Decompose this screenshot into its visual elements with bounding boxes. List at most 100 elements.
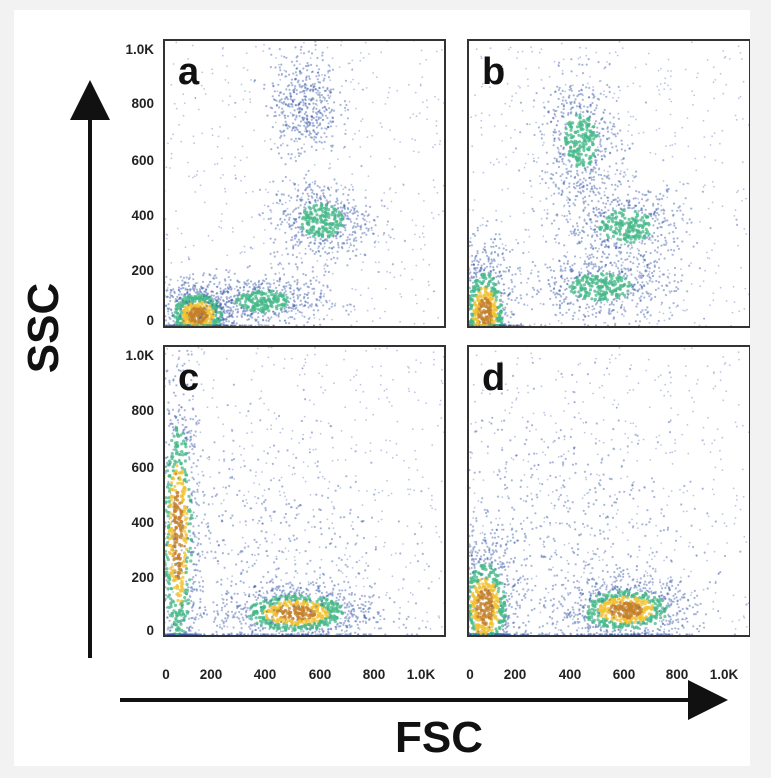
data-point [298,242,301,245]
data-point [257,321,260,324]
data-point [332,235,335,238]
data-point [674,143,676,145]
data-point [322,118,325,121]
data-point [492,314,496,318]
data-point [559,311,562,314]
data-point [641,285,643,288]
data-point [325,230,330,234]
data-point [492,282,496,286]
data-point [299,101,302,104]
data-point [500,321,504,326]
data-point [575,222,579,225]
data-point [505,163,508,166]
data-point [389,271,392,274]
data-point [643,259,647,262]
data-point [625,276,628,280]
data-point [297,212,301,215]
data-point [594,315,598,318]
data-point [293,221,295,224]
data-point [339,235,342,238]
data-point [649,293,653,296]
data-point [238,293,241,296]
data-point [341,233,345,236]
data-point [280,55,283,57]
data-point [225,202,228,205]
data-point [218,304,221,307]
data-point [519,86,521,89]
data-point [638,277,641,279]
data-point [167,142,169,145]
data-point [452,259,454,261]
data-point [212,324,215,326]
data-point [278,198,281,202]
data-point [693,322,696,324]
data-point [193,319,197,323]
data-point [534,264,537,267]
data-point [228,314,231,317]
data-point [558,289,561,292]
data-point [294,71,297,74]
data-point [233,288,236,290]
data-point [202,294,206,298]
data-point [189,289,192,292]
data-point [512,151,515,154]
data-point [318,186,321,189]
data-point [350,324,353,326]
data-point [570,268,573,271]
data-point [632,294,635,297]
data-point [503,291,506,295]
data-point [371,297,373,300]
data-point [297,231,300,234]
data-point [178,298,182,301]
data-point [308,185,311,188]
data-point [606,301,609,303]
data-point [433,186,436,189]
data-point [584,294,588,298]
data-point [480,267,483,270]
data-point [632,115,635,118]
data-point [506,82,509,85]
data-point [596,250,599,253]
data-point [206,286,209,289]
data-point [613,261,616,264]
data-point [630,285,634,288]
data-point [264,307,269,311]
data-point [231,316,234,319]
panel-frame [163,39,446,328]
data-point [206,284,209,287]
data-point [535,293,539,296]
data-point [480,281,484,285]
data-point [278,106,281,109]
data-point [461,300,463,302]
data-point [470,244,473,247]
data-point [587,257,590,260]
data-point [555,314,558,317]
data-point [601,255,604,258]
data-point [459,325,461,327]
data-point [225,301,228,304]
data-point [658,266,661,269]
data-point [234,174,237,177]
data-point [504,308,506,311]
data-point [584,274,588,278]
data-point [165,324,166,326]
data-point [586,269,589,272]
data-point [303,304,306,307]
data-point [563,103,565,106]
data-point [203,293,206,296]
data-point [627,280,631,285]
data-point [173,323,176,326]
data-point [636,258,639,261]
data-point [305,114,308,117]
data-point [359,236,363,239]
data-point [206,300,209,304]
data-point [216,285,219,288]
data-point [218,283,220,286]
data-point [650,215,653,218]
data-point [266,114,269,117]
data-point [225,320,228,323]
data-point [288,283,291,286]
data-point [246,314,250,317]
data-point [340,218,344,222]
data-point [320,189,323,192]
